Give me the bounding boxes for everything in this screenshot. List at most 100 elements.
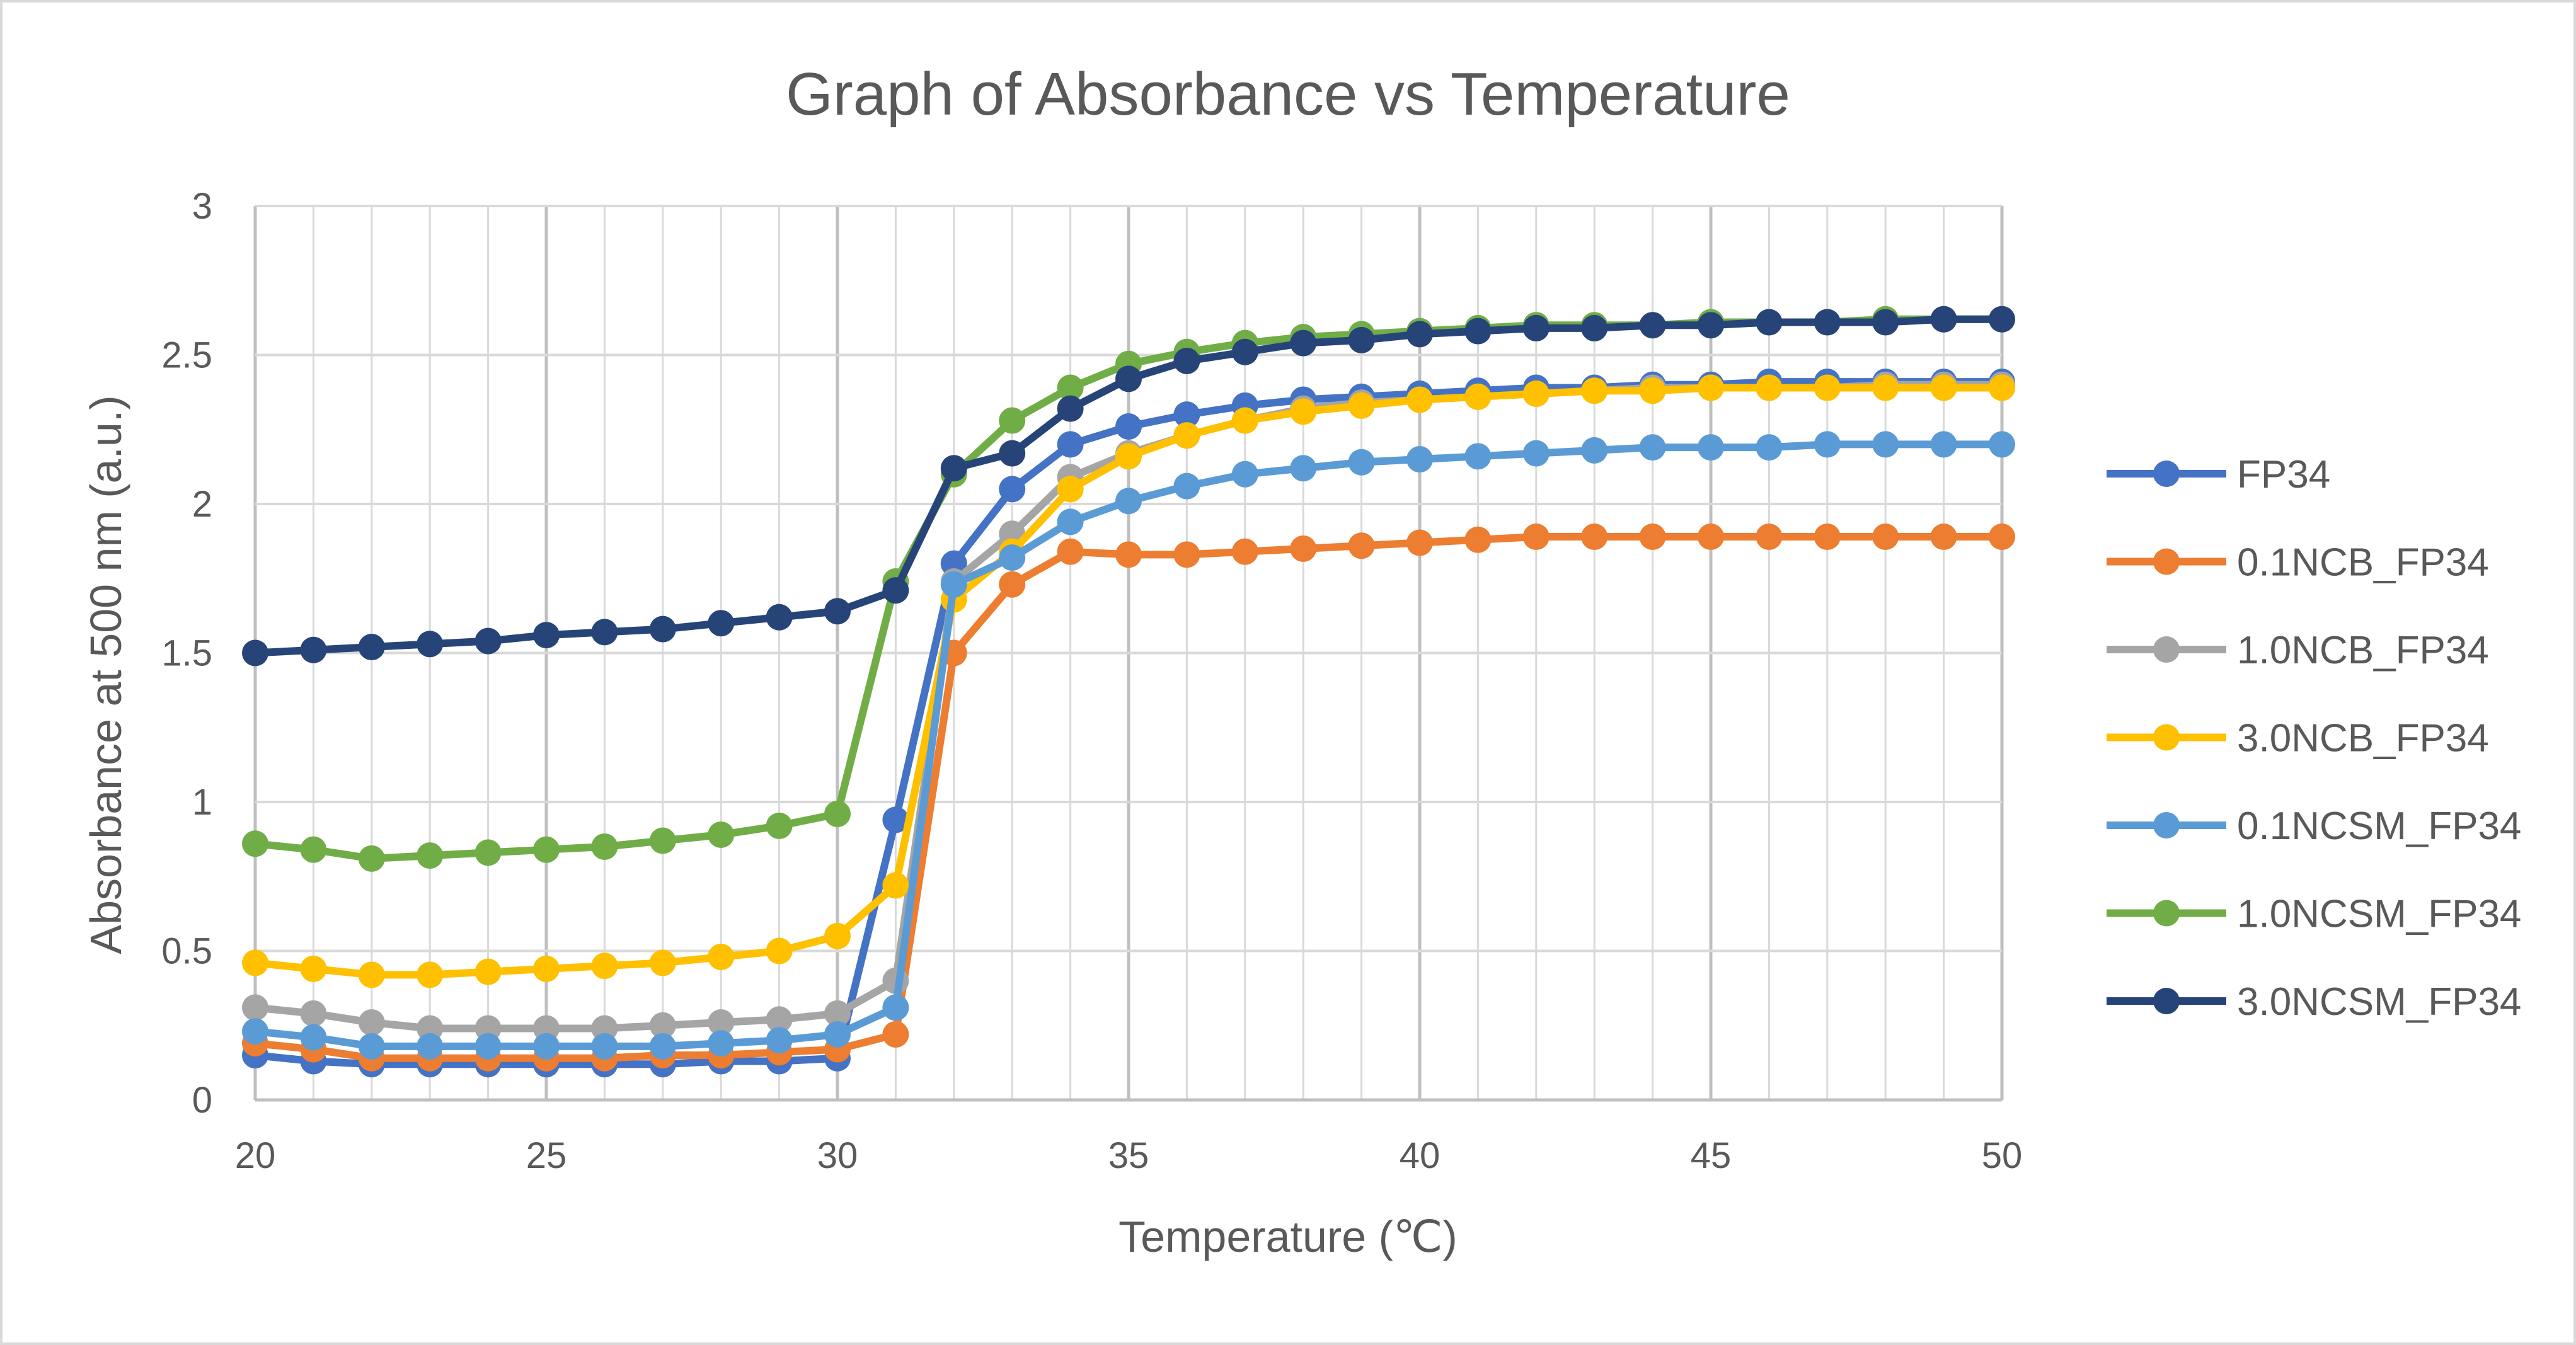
data-point [1989,431,2015,458]
data-point [1522,440,1550,467]
data-point [882,806,909,833]
data-point [1581,377,1608,404]
legend-item: FP34 [2107,453,2330,496]
data-point [824,598,851,625]
data-point [1756,524,1783,551]
data-point [300,1024,327,1051]
y-tick-label: 0.5 [161,931,212,972]
data-point [1989,306,2015,333]
data-point [1173,541,1200,568]
data-point [591,619,618,646]
data-point [358,1009,385,1036]
data-point [824,1021,851,1048]
data-point [300,836,327,863]
data-point [1231,338,1258,365]
data-point [242,830,268,857]
data-point [1639,524,1666,551]
data-point [1872,374,1899,401]
legend-item: 1.0NCSM_FP34 [2107,893,2521,936]
data-point [766,1006,793,1033]
data-point [300,1000,327,1027]
data-point [533,955,560,982]
legend-marker [2153,812,2180,838]
data-point [999,440,1026,467]
x-tick-label: 45 [1691,1135,1732,1176]
data-point [417,961,444,988]
data-point [1231,407,1258,434]
data-point [1464,526,1492,553]
data-point [1406,386,1433,413]
series-3-0ncsm-fp34 [242,306,2015,667]
legend-label: 1.0NCSM_FP34 [2237,893,2521,936]
data-point [1756,434,1783,461]
y-tick-label: 0 [192,1080,212,1121]
data-point [882,872,909,899]
data-point [533,1033,560,1060]
data-point [824,1000,851,1027]
data-point [1698,434,1724,461]
series-0-1ncsm-fp34 [242,431,2015,1060]
plot-series [242,306,2015,1078]
legend-item: 3.0NCSM_FP34 [2107,980,2521,1024]
data-point [1464,318,1492,345]
data-point [824,800,851,827]
data-point [999,407,1026,434]
legend-label: FP34 [2237,453,2330,496]
data-point [1115,443,1142,470]
x-axis-ticks: 20 25 30 35 40 45 50 [235,1135,2023,1176]
data-point [1290,535,1317,562]
legend-item: 1.0NCB_FP34 [2107,629,2489,672]
data-point [1581,437,1608,464]
legend: FP34 0.1NCB_FP34 1.0NCB_FP34 3.0NCB_FP34 0.1… [2107,453,2521,1024]
legend-marker [2153,636,2180,663]
data-point [1872,524,1899,551]
legend-label: 0.1NCB_FP34 [2237,541,2489,585]
data-point [1756,309,1783,336]
data-point [766,604,793,631]
data-point [1348,326,1375,353]
data-point [766,937,793,964]
x-tick-label: 20 [235,1135,276,1176]
data-point [1231,538,1258,565]
data-point [999,476,1026,503]
x-tick-label: 40 [1400,1135,1440,1176]
legend-item: 3.0NCB_FP34 [2107,717,2489,760]
data-point [242,639,268,667]
legend-marker [2153,988,2180,1014]
data-point [1989,374,2015,401]
data-point [1639,312,1666,339]
data-point [1115,413,1142,440]
data-point [1406,529,1433,556]
y-tick-label: 2.5 [161,335,212,376]
legend-marker [2153,724,2180,751]
chart-title: Graph of Absorbance vs Temperature [786,60,1790,128]
data-point [824,922,851,949]
data-point [1581,524,1608,551]
data-point [591,1033,618,1060]
data-point [1756,374,1783,401]
x-axis-label: Temperature (℃) [1118,1212,1458,1261]
data-point [708,821,735,849]
data-point [417,842,444,869]
data-point [1930,374,1957,401]
data-point [1348,532,1375,559]
data-point [300,955,327,982]
data-point [474,1033,502,1060]
x-tick-label: 25 [526,1135,567,1176]
legend-item: 0.1NCSM_FP34 [2107,804,2521,848]
data-point [1698,524,1724,551]
data-point [999,544,1026,571]
data-point [940,571,967,598]
y-axis-ticks: 0 0.5 1 1.5 2 2.5 3 [161,186,212,1121]
data-point [1464,443,1492,470]
data-point [1698,374,1724,401]
data-point [1814,374,1841,401]
data-point [1989,524,2015,551]
data-point [1814,431,1841,458]
legend-item: 0.1NCB_FP34 [2107,541,2489,585]
data-point [766,1027,793,1054]
data-point [940,455,967,482]
data-point [533,622,560,649]
data-point [882,994,909,1021]
